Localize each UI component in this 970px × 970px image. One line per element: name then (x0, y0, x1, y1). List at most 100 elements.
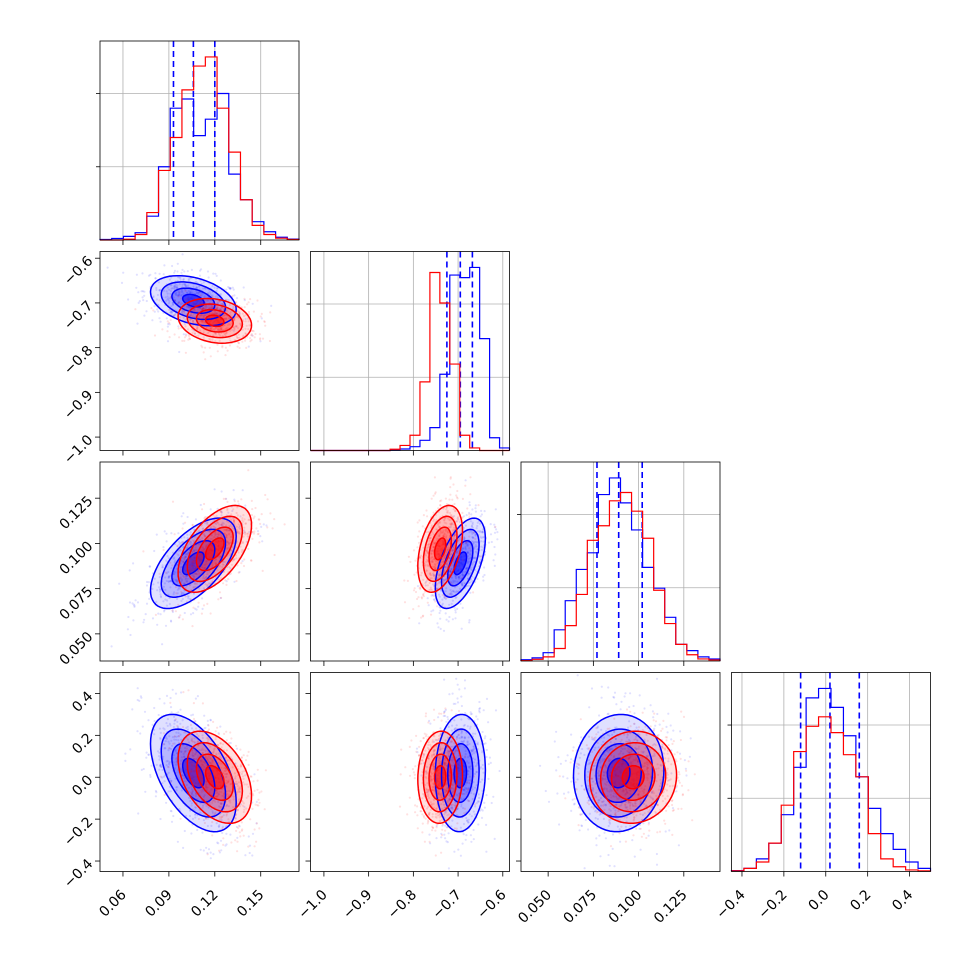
scatter-point (194, 720, 197, 723)
scatter-point (181, 283, 184, 286)
scatter-point (243, 529, 246, 532)
scatter-point (237, 530, 240, 533)
scatter-point (193, 582, 196, 585)
scatter-point (472, 556, 476, 560)
scatter-point (143, 290, 146, 293)
scatter-point (237, 790, 240, 793)
scatter-point (184, 555, 187, 558)
scatter-point (204, 817, 208, 820)
scatter-point (478, 560, 482, 563)
scatter-point (151, 587, 154, 591)
scatter-point (483, 566, 486, 569)
scatter-point (174, 559, 177, 562)
scatter-point (420, 574, 423, 577)
scatter-point (180, 302, 183, 305)
scatter-point (259, 337, 262, 340)
scatter-point (432, 545, 435, 548)
scatter-point (173, 735, 176, 738)
scatter-point (206, 270, 210, 273)
scatter-point (205, 306, 208, 309)
scatter-point (209, 537, 212, 541)
scatter-point (453, 528, 456, 531)
scatter-point (167, 570, 170, 574)
scatter-point (259, 535, 262, 538)
scatter-panel-1-0 (95, 251, 300, 456)
scatter-point (228, 329, 232, 332)
scatter-point (216, 743, 219, 747)
scatter-point (209, 719, 212, 722)
scatter-point (439, 570, 442, 573)
scatter-point (179, 548, 182, 551)
scatter-point (168, 785, 171, 788)
scatter-point (202, 574, 205, 577)
scatter-point (451, 549, 454, 552)
scatter-point (214, 332, 217, 335)
scatter-point (183, 556, 186, 559)
scatter-point (167, 297, 170, 300)
scatter-point (270, 304, 273, 307)
scatter-point (445, 506, 449, 509)
scatter-point (192, 308, 195, 312)
scatter-point (220, 802, 223, 805)
scatter-point (453, 502, 456, 506)
scatter-point (177, 616, 180, 619)
scatter-point (283, 523, 286, 526)
scatter-point (463, 789, 466, 792)
scatter-point (205, 804, 208, 808)
scatter-point (199, 503, 202, 507)
scatter-point (174, 692, 178, 695)
scatter-point (201, 751, 204, 755)
scatter-point (179, 549, 182, 552)
scatter-point (135, 273, 138, 276)
scatter-point (482, 540, 485, 543)
scatter-point (184, 595, 187, 598)
scatter-point (188, 548, 191, 551)
scatter-point (271, 527, 274, 530)
scatter-point (228, 759, 231, 762)
scatter-point (459, 854, 462, 857)
scatter-point (135, 286, 138, 289)
scatter-point (420, 774, 423, 777)
contour-series-1 (433, 537, 447, 561)
scatter-point (219, 308, 222, 311)
scatter-point (187, 689, 190, 692)
scatter-point (218, 591, 222, 594)
scatter-point (219, 334, 222, 337)
scatter-point (190, 737, 194, 740)
scatter-point (428, 539, 431, 542)
scatter-point (442, 535, 445, 538)
scatter-point (485, 697, 489, 701)
scatter-point (445, 534, 448, 537)
scatter-point (260, 317, 263, 320)
scatter-point (451, 756, 454, 759)
scatter-point (459, 826, 462, 829)
scatter-point (169, 289, 172, 293)
scatter-point (241, 328, 244, 331)
scatter-point (493, 564, 496, 568)
scatter-point (211, 760, 214, 763)
scatter-point (178, 291, 181, 294)
scatter-point (455, 590, 458, 593)
scatter-point (199, 293, 202, 297)
scatter-point (245, 783, 248, 786)
scatter-point (218, 329, 221, 332)
scatter-point (244, 774, 247, 777)
histogram-series-0 (310, 266, 511, 452)
scatter-point (430, 556, 433, 559)
scatter-point (448, 498, 451, 501)
scatter-point (441, 602, 444, 605)
scatter-point (197, 539, 200, 542)
scatter-point (236, 336, 239, 339)
scatter-point (202, 576, 205, 579)
scatter-point (207, 761, 211, 764)
scatter-point (222, 314, 225, 317)
scatter-point (237, 523, 240, 526)
scatter-point (223, 332, 226, 335)
scatter-point (457, 539, 460, 542)
scatter-point (418, 622, 421, 625)
scatter-point (189, 291, 192, 294)
scatter-point (231, 766, 234, 769)
scatter-point (181, 311, 184, 314)
scatter-point (468, 766, 471, 770)
